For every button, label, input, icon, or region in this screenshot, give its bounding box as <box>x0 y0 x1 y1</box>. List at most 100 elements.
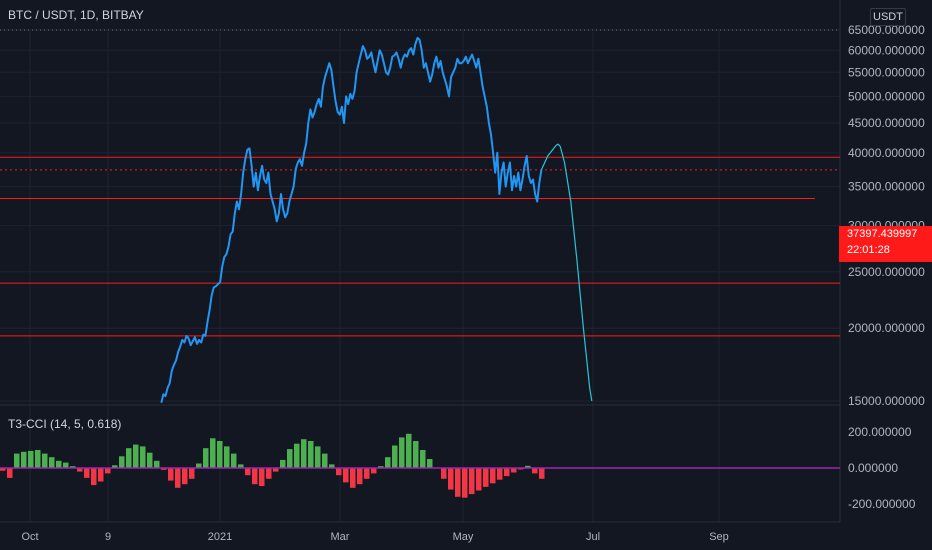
cci-bar <box>329 464 335 468</box>
cci-bar <box>42 453 48 468</box>
y-axis-labels: 65000.000000 60000.000000 55000.000000 5000… <box>848 23 925 408</box>
cci-bar <box>504 468 510 477</box>
cci-bar <box>287 449 293 468</box>
cci-bar <box>469 468 475 495</box>
price-axis-label: 15000.000000 <box>848 394 925 408</box>
currency-unit-button[interactable]: USDT <box>870 8 906 26</box>
cci-bar <box>196 463 202 468</box>
cci-bar <box>280 459 286 468</box>
cci-bar <box>462 468 468 498</box>
time-axis-label: Sep <box>709 531 729 543</box>
cci-bar <box>343 468 349 483</box>
cci-bar <box>322 453 328 468</box>
cci-bar <box>98 468 104 482</box>
indicator-title: T3-CCI (14, 5, 0.618) <box>8 417 122 431</box>
cci-axis-label: -200.000000 <box>848 497 916 511</box>
time-axis-label: Mar <box>331 531 350 543</box>
cci-bar <box>336 468 342 476</box>
price-axis-label: 20000.000000 <box>848 321 925 335</box>
cci-bar <box>189 468 195 479</box>
bar-countdown: 22:01:28 <box>847 244 890 256</box>
time-axis-label: 2021 <box>208 531 232 543</box>
cci-bar <box>175 468 181 488</box>
price-axis-label: 35000.000000 <box>848 180 925 194</box>
cci-bar <box>490 468 496 484</box>
cci-bar <box>308 441 314 468</box>
cci-bar <box>21 451 27 468</box>
cci-bar <box>112 465 118 468</box>
cci-bar <box>91 468 97 486</box>
cci-bar <box>532 468 538 474</box>
last-price-badge: 37397.439997 22:01:28 <box>839 226 932 262</box>
time-axis-label: Jul <box>586 531 600 543</box>
cci-axis-label: 200.000000 <box>848 425 912 439</box>
cci-bar <box>245 468 251 476</box>
cci-bar <box>49 457 55 468</box>
cci-bar <box>371 468 377 474</box>
cci-bar <box>406 433 412 468</box>
price-line <box>160 36 543 403</box>
cci-bar <box>0 468 6 471</box>
price-axis-label: 25000.000000 <box>848 265 925 279</box>
cci-histogram <box>0 433 840 498</box>
cci-bar <box>301 439 307 468</box>
cci-bar <box>511 468 517 473</box>
cci-bar <box>35 450 41 468</box>
cci-bar <box>525 465 531 468</box>
cci-bar <box>252 468 258 485</box>
cci-bar <box>126 448 132 468</box>
price-axis-label: 40000.000000 <box>848 146 925 160</box>
last-price-value: 37397.439997 <box>847 228 918 240</box>
cci-bar <box>455 468 461 497</box>
cci-bar <box>476 468 482 491</box>
cci-bar <box>259 468 265 486</box>
cci-bar <box>84 468 90 478</box>
cci-bar <box>294 443 300 468</box>
cci-bar <box>448 468 454 490</box>
cci-bar <box>364 468 370 479</box>
cci-bar <box>231 453 237 468</box>
cci-bar <box>119 456 125 468</box>
cci-axis-labels: 200.000000 0.000000 -200.000000 <box>848 425 916 511</box>
cci-bar <box>441 468 447 479</box>
cci-bar <box>399 437 405 468</box>
cci-bar <box>154 460 160 468</box>
cci-bar <box>203 448 209 468</box>
cci-bar <box>56 460 62 468</box>
cci-bar <box>77 468 83 472</box>
cci-bar <box>483 468 489 487</box>
cci-bar <box>539 468 545 479</box>
cci-bar <box>266 468 272 479</box>
cci-bar <box>350 468 356 488</box>
cci-bar <box>161 468 167 470</box>
projection-line <box>540 143 593 402</box>
cci-bar <box>273 468 279 472</box>
cci-bar <box>14 453 20 468</box>
cci-bar <box>63 462 69 468</box>
time-axis-label: 9 <box>105 531 111 543</box>
price-axis-label: 60000.000000 <box>848 43 925 57</box>
cci-bar <box>133 444 139 468</box>
price-axis-label: 45000.000000 <box>848 116 925 130</box>
horizontal-levels <box>0 156 840 337</box>
cci-bar <box>210 438 216 468</box>
x-axis-labels: Oct 9 2021 Mar May Jul Sep <box>21 531 728 543</box>
cci-bar <box>105 468 111 474</box>
cci-bar <box>357 468 363 485</box>
time-axis-label: Oct <box>21 531 38 543</box>
cci-bar <box>140 446 146 468</box>
price-axis-label: 55000.000000 <box>848 65 925 79</box>
price-series <box>160 36 593 403</box>
cci-bar <box>147 452 153 468</box>
cci-bar <box>224 446 230 468</box>
cci-bar <box>182 468 188 485</box>
cci-axis-label: 0.000000 <box>848 461 898 475</box>
price-axis-label: 65000.000000 <box>848 23 925 37</box>
cci-bar <box>427 459 433 468</box>
cci-bar <box>7 468 13 478</box>
time-axis-label: May <box>453 531 474 543</box>
cci-bar <box>28 450 34 468</box>
cci-bar <box>413 441 419 468</box>
cci-bar <box>378 466 384 468</box>
